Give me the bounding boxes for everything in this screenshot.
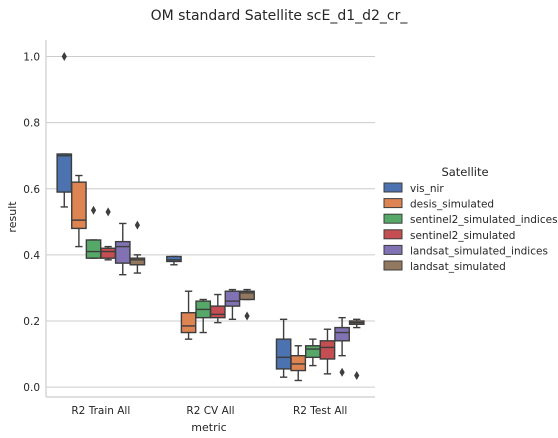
box-iqr bbox=[129, 257, 146, 266]
box-sentinel2_simulated_indices-1 bbox=[195, 298, 212, 334]
outlier-marker bbox=[354, 371, 360, 381]
box-desis_simulated-2 bbox=[290, 345, 307, 382]
legend-swatch bbox=[383, 213, 403, 224]
chart-title: OM standard Satellite scE_d1_d2_cr_ bbox=[151, 8, 409, 24]
box-sentinel2_simulated_indices-0 bbox=[85, 205, 102, 259]
box-vis_nir-2 bbox=[275, 318, 292, 378]
y-tick-label: 0.4 bbox=[23, 250, 40, 262]
outlier-marker bbox=[105, 207, 111, 217]
box-iqr bbox=[166, 255, 182, 263]
legend-label: sentinel2_simulated_indices bbox=[410, 214, 558, 226]
outlier-marker bbox=[244, 311, 250, 321]
box-sentinel2_simulated-1 bbox=[209, 293, 226, 324]
legend-label: desis_simulated bbox=[410, 199, 494, 211]
box-iqr bbox=[290, 354, 307, 372]
box-landsat_simulated_indices-1 bbox=[224, 288, 241, 321]
box-sentinel2_simulated_indices-2 bbox=[304, 338, 321, 367]
y-axis-label: result bbox=[6, 201, 19, 233]
box-iqr bbox=[100, 247, 117, 259]
outlier-marker bbox=[61, 52, 67, 62]
box-iqr bbox=[239, 290, 255, 301]
y-tick-label: 0.0 bbox=[23, 382, 40, 394]
legend-swatch bbox=[383, 260, 403, 271]
legend-swatch bbox=[383, 182, 403, 193]
y-tick-label: 0.2 bbox=[23, 316, 40, 328]
x-tick-label: R2 Train All bbox=[71, 405, 130, 417]
box-iqr bbox=[114, 240, 131, 264]
legend-swatch bbox=[383, 198, 403, 209]
box-landsat_simulated-0 bbox=[129, 220, 146, 274]
box-iqr bbox=[275, 338, 292, 370]
outlier-marker bbox=[339, 367, 345, 377]
legend-swatch bbox=[383, 244, 403, 255]
legend-label: landsat_simulated bbox=[410, 261, 506, 273]
box-iqr bbox=[209, 305, 226, 319]
plot-area bbox=[56, 52, 365, 382]
x-axis-label: metric bbox=[191, 421, 226, 434]
y-tick-label: 0.8 bbox=[23, 118, 40, 130]
legend-label: landsat_simulated_indices bbox=[410, 245, 548, 257]
axes: 0.0 0.2 0.4 0.6 0.8 1.0 R2 Train All R2 CV All R… bbox=[23, 40, 375, 417]
box-sentinel2_simulated-2 bbox=[319, 328, 336, 375]
box-iqr bbox=[224, 290, 241, 307]
box-iqr bbox=[304, 345, 321, 359]
box-landsat_simulated-2 bbox=[348, 318, 365, 381]
box-desis_simulated-0 bbox=[71, 174, 87, 248]
box-sentinel2_simulated-0 bbox=[100, 207, 117, 261]
box-vis_nir-0 bbox=[56, 52, 73, 208]
outlier-marker bbox=[134, 220, 140, 230]
box-vis_nir-1 bbox=[166, 255, 182, 266]
box-iqr bbox=[180, 312, 197, 334]
box-desis_simulated-1 bbox=[180, 290, 197, 340]
legend: Satellite vis_nir desis_simulated sentinel… bbox=[383, 165, 558, 273]
outlier-marker bbox=[90, 205, 97, 215]
box-landsat_simulated_indices-0 bbox=[114, 222, 131, 276]
legend-title: Satellite bbox=[441, 165, 488, 179]
box-landsat_simulated-1 bbox=[239, 288, 255, 321]
x-tick-label: R2 CV All bbox=[186, 405, 234, 417]
box-landsat_simulated_indices-2 bbox=[334, 316, 350, 377]
box-iqr bbox=[56, 153, 73, 193]
legend-swatch bbox=[383, 229, 403, 240]
legend-label: sentinel2_simulated bbox=[410, 230, 515, 242]
x-tick-label: R2 Test All bbox=[293, 405, 347, 417]
box-iqr bbox=[319, 340, 336, 360]
gridlines bbox=[46, 56, 375, 388]
legend-label: vis_nir bbox=[410, 183, 444, 195]
box-iqr bbox=[85, 239, 102, 259]
y-tick-label: 0.6 bbox=[23, 184, 40, 196]
y-tick-label: 1.0 bbox=[23, 52, 40, 64]
box-iqr bbox=[71, 181, 87, 230]
box-iqr bbox=[334, 326, 350, 342]
